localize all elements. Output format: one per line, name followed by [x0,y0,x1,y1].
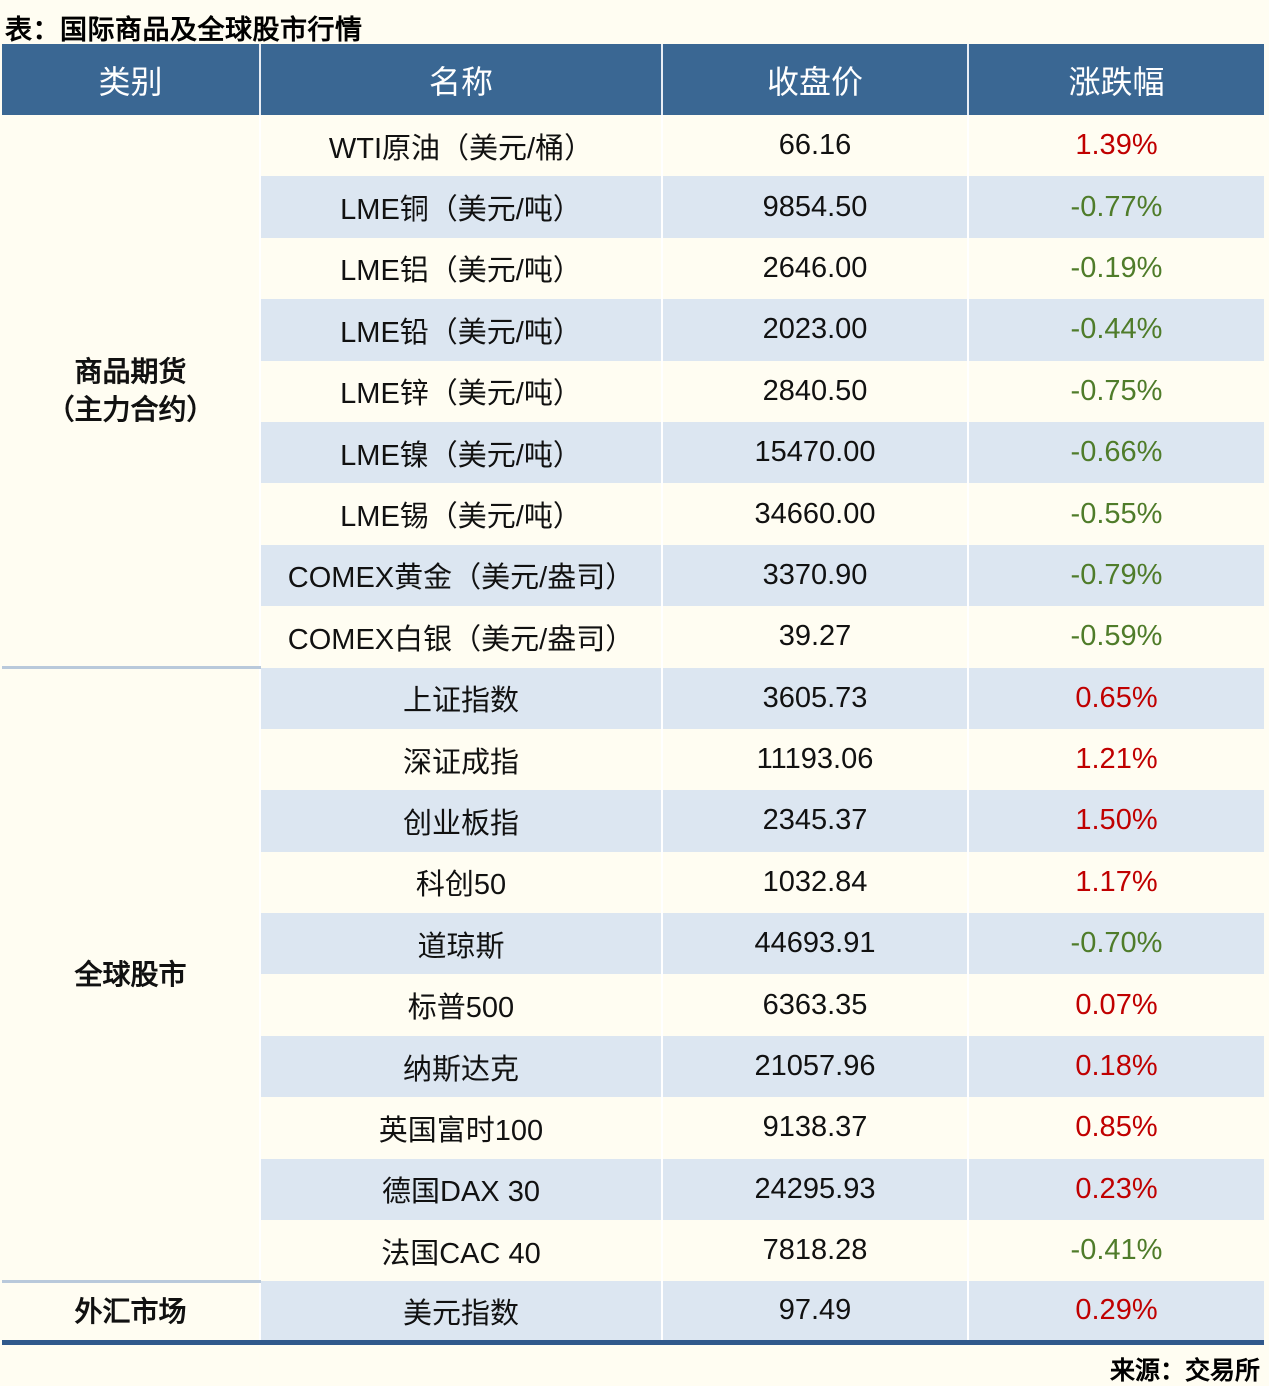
instrument-name: 法国CAC 40 [260,1220,663,1282]
close-price: 2345.37 [662,790,969,852]
close-price: 66.16 [662,115,969,177]
change-percent: -0.44% [968,299,1264,361]
change-percent: -0.41% [968,1220,1264,1282]
table-row: 创业板指 2345.37 1.50% [2,790,1264,852]
instrument-name: 美元指数 [260,1281,663,1343]
table-row: 全球股市 上证指数 3605.73 0.65% [2,666,1264,1282]
instrument-name: 深证成指 [260,728,663,791]
instrument-name: 德国DAX 30 [260,1158,663,1221]
instrument-name: 标普500 [260,974,663,1036]
table-row: 商品期货 （主力合约） WTI原油（美元/桶） 66.16 1.39% [2,115,1264,668]
header-row: 类别 名称 收盘价 涨跌幅 [2,44,1264,115]
change-percent: 0.85% [968,1097,1264,1159]
change-percent: -0.77% [968,176,1264,238]
change-percent: -0.79% [968,544,1264,607]
close-price: 97.49 [662,1281,969,1343]
close-price: 2646.00 [662,237,969,300]
category-cell: 商品期货 （主力合约） [2,115,261,668]
instrument-name: 英国富时100 [260,1097,663,1159]
close-price: 24295.93 [662,1158,969,1221]
close-price: 7818.28 [662,1220,969,1282]
change-percent: 1.17% [968,851,1264,914]
category-cell: 全球股市 [2,666,261,1282]
table-row: LME铅（美元/吨） 2023.00 -0.44% [2,299,1264,361]
change-percent: -0.59% [968,606,1264,668]
table-row: LME锌（美元/吨） 2840.50 -0.75% [2,360,1264,422]
table-row: LME锡（美元/吨） 34660.00 -0.55% [2,483,1264,545]
table-row: 标普500 6363.35 0.07% [2,974,1264,1036]
instrument-name: LME镍（美元/吨） [260,421,663,484]
instrument-name: LME铝（美元/吨） [260,237,663,300]
change-percent: 0.07% [968,974,1264,1036]
close-price: 3370.90 [662,544,969,607]
category-cell: 外汇市场 [2,1279,261,1343]
table-row: 外汇市场 美元指数 97.49 0.29% [2,1279,1264,1343]
close-price: 1032.84 [662,851,969,914]
instrument-name: LME锡（美元/吨） [260,483,663,545]
instrument-name: 上证指数 [260,667,663,729]
change-percent: -0.55% [968,483,1264,545]
column-header-name: 名称 [260,44,663,115]
instrument-name: WTI原油（美元/桶） [260,115,663,177]
table-row: 道琼斯 44693.91 -0.70% [2,913,1264,975]
instrument-name: COMEX黄金（美元/盎司） [260,544,663,607]
change-percent: -0.66% [968,421,1264,484]
change-percent: 1.50% [968,790,1264,852]
close-price: 3605.73 [662,667,969,729]
instrument-name: LME铜（美元/吨） [260,176,663,238]
table-row: LME铝（美元/吨） 2646.00 -0.19% [2,237,1264,300]
instrument-name: LME铅（美元/吨） [260,299,663,361]
change-percent: 0.65% [968,667,1264,729]
table-row: LME镍（美元/吨） 15470.00 -0.66% [2,421,1264,484]
change-percent: -0.19% [968,237,1264,300]
close-price: 15470.00 [662,421,969,484]
change-percent: -0.75% [968,360,1264,422]
table-row: 法国CAC 40 7818.28 -0.41% [2,1220,1264,1282]
table-row: COMEX黄金（美元/盎司） 3370.90 -0.79% [2,544,1264,607]
table-row: 科创50 1032.84 1.17% [2,851,1264,914]
close-price: 44693.91 [662,913,969,975]
change-percent: 0.18% [968,1035,1264,1098]
close-price: 9854.50 [662,176,969,238]
change-percent: 0.23% [968,1158,1264,1221]
table-title: 表：国际商品及全球股市行情 [5,15,363,45]
table-row: COMEX白银（美元/盎司） 39.27 -0.59% [2,606,1264,668]
instrument-name: 道琼斯 [260,913,663,975]
instrument-name: 创业板指 [260,790,663,852]
instrument-name: 科创50 [260,851,663,914]
table-row: 纳斯达克 21057.96 0.18% [2,1035,1264,1098]
change-percent: -0.70% [968,913,1264,975]
close-price: 6363.35 [662,974,969,1036]
close-price: 39.27 [662,606,969,668]
column-header-close: 收盘价 [662,44,969,115]
change-percent: 1.21% [968,728,1264,791]
table-row: 英国富时100 9138.37 0.85% [2,1097,1264,1159]
instrument-name: 纳斯达克 [260,1035,663,1098]
column-header-change: 涨跌幅 [968,44,1264,115]
change-percent: 1.39% [968,115,1264,177]
change-percent: 0.29% [968,1281,1264,1343]
table-row: 深证成指 11193.06 1.21% [2,728,1264,791]
column-header-category: 类别 [2,44,261,115]
instrument-name: COMEX白银（美元/盎司） [260,606,663,668]
close-price: 9138.37 [662,1097,969,1159]
close-price: 2840.50 [662,360,969,422]
table-row: 德国DAX 30 24295.93 0.23% [2,1158,1264,1221]
market-table: 类别 名称 收盘价 涨跌幅 商品期货 （主力合约） WTI原油（美元/桶） 66.16… [2,44,1264,1346]
source-note: 来源：交易所 [1109,1357,1260,1386]
close-price: 21057.96 [662,1035,969,1098]
instrument-name: LME锌（美元/吨） [260,360,663,422]
close-price: 11193.06 [662,728,969,791]
close-price: 2023.00 [662,299,969,361]
close-price: 34660.00 [662,483,969,545]
table-row: LME铜（美元/吨） 9854.50 -0.77% [2,176,1264,238]
